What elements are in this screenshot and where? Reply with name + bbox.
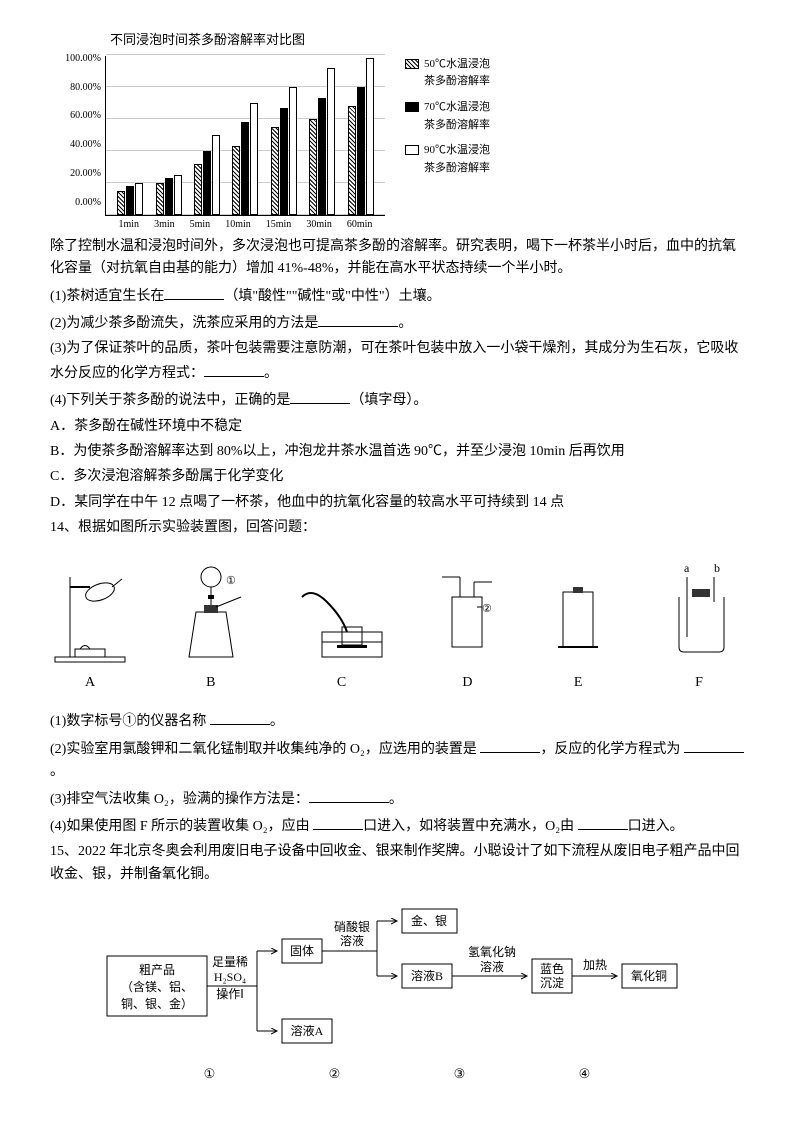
- option-b: B．为使茶多酚溶解率达到 80%以上，冲泡龙井茶水温首选 90℃，并至少浸泡 1…: [50, 441, 744, 463]
- svg-text:沉淀: 沉淀: [540, 976, 564, 990]
- svg-text:H₂SO₄: H₂SO₄: [214, 970, 246, 984]
- flow-diagram: 粗产品 （含镁、铝、 铜、银、金） 足量稀 H₂SO₄ 操作Ⅰ 固体 溶液A 硝…: [50, 901, 744, 1061]
- svg-text:（含镁、铝、: （含镁、铝、: [121, 979, 193, 994]
- svg-text:操作Ⅰ: 操作Ⅰ: [216, 986, 244, 1001]
- apparatus-b: ① B: [171, 557, 251, 694]
- label-b: b: [714, 561, 720, 575]
- svg-text:氧化铜: 氧化铜: [631, 968, 667, 983]
- svg-text:固体: 固体: [290, 944, 314, 958]
- apparatus-diagram: A ① B C ②: [50, 554, 744, 694]
- question-14-2: (2)实验室用氯酸钾和二氧化锰制取并收集纯净的 O₂，应选用的装置是 ，反应的化…: [50, 737, 744, 784]
- question-4: (4)下列关于茶多酚的说法中，正确的是（填字母）。: [50, 388, 744, 412]
- bar-chart: 100.00%80.00%60.00%40.00%20.00%0.00% 1mi…: [105, 56, 385, 216]
- chart-container: 不同浸泡时间茶多酚溶解率对比图 100.00%80.00%60.00%40.00…: [50, 30, 744, 216]
- svg-text:铜、银、金）: 铜、银、金）: [121, 996, 193, 1011]
- question-14-4: (4)如果使用图 F 所示的装置收集 O₂，应由 口进入，如将装置中充满水，O₂…: [50, 814, 744, 838]
- svg-text:溶液: 溶液: [480, 959, 504, 974]
- apparatus-d: ② D: [432, 557, 502, 694]
- apparatus-a: A: [50, 557, 130, 694]
- svg-text:溶液: 溶液: [340, 933, 364, 948]
- svg-text:粗产品: 粗产品: [139, 963, 175, 977]
- question-2: (2)为减少茶多酚流失，洗茶应采用的方法是。: [50, 311, 744, 335]
- apparatus-e: E: [543, 557, 613, 694]
- option-a: A．茶多酚在碱性环境中不稳定: [50, 416, 744, 438]
- svg-text:溶液A: 溶液A: [291, 1023, 324, 1038]
- label-a: a: [684, 561, 690, 575]
- svg-text:①: ①: [226, 575, 236, 587]
- paragraph-intro: 除了控制水温和浸泡时间外，多次浸泡也可提高茶多酚的溶解率。研究表明，喝下一杯茶半…: [50, 236, 744, 281]
- apparatus-f: a b F: [654, 557, 744, 694]
- chart-title: 不同浸泡时间茶多酚溶解率对比图: [110, 30, 744, 51]
- svg-text:蓝色: 蓝色: [540, 962, 564, 976]
- svg-text:②: ②: [482, 603, 492, 615]
- option-c: C．多次浸泡溶解茶多酚属于化学变化: [50, 466, 744, 488]
- svg-text:硝酸银: 硝酸银: [334, 919, 370, 934]
- option-d: D．某同学在中午 12 点喝了一杯茶，他血中的抗氧化容量的较高水平可持续到 14…: [50, 492, 744, 514]
- svg-text:足量稀: 足量稀: [212, 955, 248, 969]
- question-3: (3)为了保证茶叶的品质，茶叶包装需要注意防潮，可在茶叶包装中放入一小袋干燥剂，…: [50, 338, 744, 385]
- question-1: (1)茶树适宜生长在（填"酸性""碱性"或"中性"）土壤。: [50, 284, 744, 308]
- apparatus-c: C: [292, 557, 392, 694]
- chart-legend: 50℃水温浸泡茶多酚溶解率70℃水温浸泡茶多酚溶解率90℃水温浸泡茶多酚溶解率: [405, 56, 504, 186]
- question-14-header: 14、根据如图所示实验装置图，回答问题：: [50, 517, 744, 539]
- flow-step-numbers: ① ② ③ ④: [147, 1064, 647, 1085]
- svg-text:氢氧化钠: 氢氧化钠: [468, 944, 516, 959]
- question-14-1: (1)数字标号①的仪器名称 。: [50, 709, 744, 733]
- svg-text:金、银: 金、银: [411, 913, 447, 928]
- question-15-header: 15、2022 年北京冬奥会利用废旧电子设备中回收金、银来制作奖牌。小聪设计了如…: [50, 841, 744, 886]
- svg-text:加热: 加热: [583, 958, 607, 972]
- question-14-3: (3)排空气法收集 O₂，验满的操作方法是：。: [50, 787, 744, 811]
- svg-text:溶液B: 溶液B: [411, 968, 443, 983]
